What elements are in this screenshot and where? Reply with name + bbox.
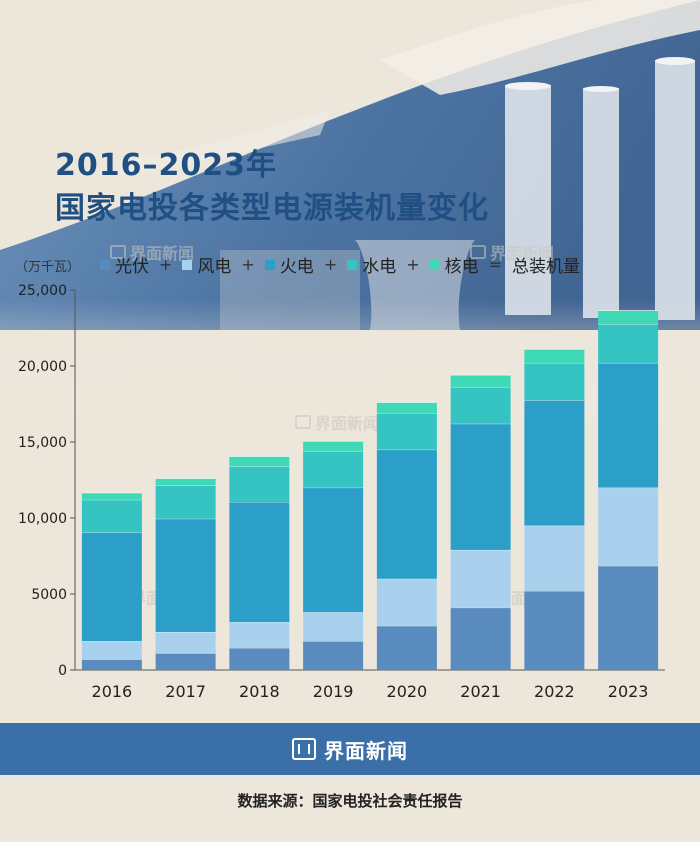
y-tick-label: 25,000 <box>18 283 67 299</box>
stacked-bar-chart: 0 5000 10,000 15,000 20,000 25,000 2016 2017 201… <box>18 283 665 701</box>
legend-total-label: 总装机量 <box>512 257 581 277</box>
bar-segment <box>229 647 290 670</box>
bar-segment <box>450 387 511 424</box>
y-tick-label: 10,000 <box>18 511 67 527</box>
bar-segment <box>598 324 659 363</box>
legend-item: 水电 <box>347 252 396 277</box>
watermark: 界面新闻 <box>470 240 554 264</box>
bar-segment <box>376 413 437 450</box>
y-tick-label: 0 <box>58 663 67 679</box>
legend-item: 光伏 <box>100 252 149 277</box>
bar-segment <box>81 641 142 660</box>
legend-operator: + <box>241 255 255 274</box>
bar-segment <box>229 466 290 503</box>
bar-segment <box>598 565 659 670</box>
brand-band: 界面新闻 <box>0 723 700 775</box>
bar-segment <box>303 612 364 642</box>
bar-segment <box>229 622 290 648</box>
bar-segment <box>524 525 585 591</box>
legend-label: 风电 <box>197 257 232 277</box>
legend-item: 风电 <box>182 252 231 277</box>
bar-segment <box>155 485 216 519</box>
bar-segment <box>450 423 511 550</box>
legend-label: 核电 <box>444 257 479 277</box>
y-tick-label: 5000 <box>31 587 67 603</box>
legend-item: 火电 <box>264 252 314 277</box>
bar-segment <box>524 590 585 670</box>
brand-logo-icon <box>292 738 316 760</box>
x-tick-label: 2016 <box>92 682 133 701</box>
bar-segment <box>303 641 364 670</box>
bar-segment <box>81 499 142 533</box>
bar-segment <box>450 607 511 670</box>
bar-segment <box>155 478 216 486</box>
bar-segment <box>598 310 659 325</box>
legend-swatch <box>264 259 275 270</box>
x-tick-label: 2022 <box>534 682 575 701</box>
bar-segment <box>598 362 659 488</box>
x-tick-label: 2021 <box>460 682 501 701</box>
chart-title-line1: 2016–2023年 <box>55 148 277 183</box>
legend-item: 核电 <box>429 252 479 277</box>
bar-segment <box>303 487 364 613</box>
bar-segment <box>81 492 142 500</box>
bar-segment <box>229 456 290 467</box>
x-tick-label: 2018 <box>239 682 280 701</box>
y-axis-unit: （万千瓦） <box>15 260 81 275</box>
bar-segment <box>229 502 290 623</box>
legend-operator: + <box>159 255 173 274</box>
brand-name: 界面新闻 <box>324 738 408 763</box>
y-tick-label: 15,000 <box>18 435 67 451</box>
bar-segment <box>155 518 216 632</box>
watermark: 界面新闻 <box>295 410 379 434</box>
legend-swatch <box>347 259 358 270</box>
legend-swatch <box>100 259 110 270</box>
bar-segment <box>450 375 511 388</box>
x-tick-label: 2019 <box>313 682 354 701</box>
bar-segment <box>81 532 142 642</box>
chart-title-line2: 国家电投各类型电源装机量变化 <box>55 191 489 226</box>
bar-segment <box>155 632 216 654</box>
x-tick-label: 2020 <box>387 682 428 701</box>
legend-swatch <box>429 259 440 270</box>
bar-segment <box>598 487 659 566</box>
bar-segment <box>376 578 437 626</box>
bar-segment <box>303 451 364 488</box>
bar-segment <box>376 449 437 579</box>
bar-segment <box>81 659 142 670</box>
bar-segment <box>155 653 216 670</box>
bar-segment <box>376 625 437 670</box>
legend-operator: + <box>323 255 338 274</box>
legend-swatch <box>182 259 193 270</box>
legend: 光伏 + 风电 + 火电 + 水电 + 核电 = 总装机量 <box>100 252 580 277</box>
watermark: 界面新闻 <box>110 240 194 264</box>
x-tick-label: 2023 <box>608 682 649 701</box>
legend-label: 光伏 <box>115 257 149 277</box>
legend-operator: + <box>406 255 420 274</box>
bar-segment <box>376 402 437 414</box>
x-tick-label: 2017 <box>165 682 206 701</box>
bar-segment <box>524 362 585 401</box>
data-source: 数据来源：国家电投社会责任报告 <box>237 792 463 810</box>
legend-operator: = <box>488 255 503 274</box>
bar-segment <box>524 349 585 363</box>
legend-label: 火电 <box>279 257 314 277</box>
bar-segment <box>303 441 364 452</box>
legend-label: 水电 <box>362 257 397 277</box>
bar-segment <box>450 549 511 608</box>
y-tick-label: 20,000 <box>18 359 67 375</box>
bar-segment <box>524 400 585 526</box>
